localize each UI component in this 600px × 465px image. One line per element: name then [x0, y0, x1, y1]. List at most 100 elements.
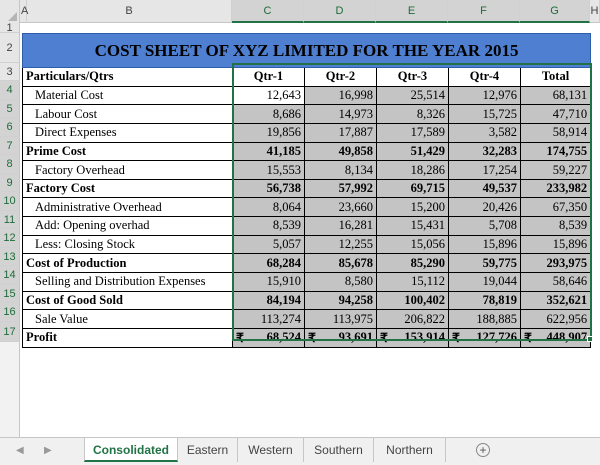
value-cell[interactable]: 20,426: [448, 197, 521, 218]
scroll-left-icon[interactable]: ◀: [16, 445, 24, 456]
value-cell[interactable]: 188,885: [448, 309, 521, 329]
row-label[interactable]: Factory Cost: [22, 178, 233, 199]
row-header-1[interactable]: 1: [0, 23, 20, 34]
value-cell[interactable]: 25,514: [376, 85, 449, 106]
value-cell[interactable]: 3,582: [448, 122, 521, 143]
value-cell[interactable]: 5,708: [448, 216, 521, 236]
row-header-6[interactable]: 6: [0, 118, 20, 137]
value-cell[interactable]: 19,044: [448, 272, 521, 292]
value-cell[interactable]: 12,643: [232, 85, 305, 106]
value-cell[interactable]: 113,274: [232, 309, 305, 329]
value-cell[interactable]: 59,227: [519, 160, 592, 180]
value-cell[interactable]: 12,976: [448, 85, 521, 106]
row-label[interactable]: Less: Closing Stock: [22, 234, 233, 255]
value-cell[interactable]: 17,589: [376, 122, 449, 143]
value-cell[interactable]: 78,819: [448, 290, 521, 311]
row-header-8[interactable]: 8: [0, 155, 20, 174]
row-header-12[interactable]: 12: [0, 229, 20, 248]
add-sheet-icon[interactable]: +: [476, 443, 490, 457]
value-cell[interactable]: 84,194: [232, 290, 305, 311]
value-cell[interactable]: 51,429: [376, 141, 449, 162]
row-header-5[interactable]: 5: [0, 100, 20, 118]
value-cell[interactable]: 15,553: [232, 160, 305, 180]
value-cell[interactable]: 19,856: [232, 122, 305, 143]
header-cell[interactable]: Qtr-3: [376, 67, 449, 87]
value-cell[interactable]: 8,134: [304, 160, 377, 180]
value-cell[interactable]: 59,775: [448, 253, 521, 274]
value-cell[interactable]: 8,064: [232, 197, 305, 218]
row-header-13[interactable]: 13: [0, 248, 20, 266]
tab-consolidated[interactable]: Consolidated: [84, 438, 178, 462]
value-cell[interactable]: 352,621: [519, 290, 592, 311]
value-cell[interactable]: 67,350: [519, 197, 592, 218]
value-cell[interactable]: 85,290: [376, 253, 449, 274]
fill-handle[interactable]: [587, 336, 593, 342]
value-cell[interactable]: 41,185: [232, 141, 305, 162]
value-cell[interactable]: 16,281: [304, 216, 377, 236]
row-header-16[interactable]: 16: [0, 303, 20, 322]
value-cell[interactable]: 17,254: [448, 160, 521, 180]
value-cell[interactable]: 100,402: [376, 290, 449, 311]
value-cell[interactable]: 15,725: [448, 104, 521, 124]
value-cell[interactable]: ₹448,907: [519, 327, 592, 348]
value-cell[interactable]: 85,678: [304, 253, 377, 274]
select-all-corner[interactable]: [0, 0, 20, 23]
value-cell[interactable]: 47,710: [519, 104, 592, 124]
row-label[interactable]: Administrative Overhead: [22, 197, 233, 218]
header-cell[interactable]: Total: [519, 67, 592, 87]
value-cell[interactable]: 15,896: [448, 234, 521, 255]
value-cell[interactable]: 58,914: [519, 122, 592, 143]
tab-western[interactable]: Western: [238, 438, 304, 462]
value-cell[interactable]: ₹93,691: [304, 327, 377, 348]
row-label[interactable]: Factory Overhead: [22, 160, 233, 180]
value-cell[interactable]: 14,973: [304, 104, 377, 124]
row-label[interactable]: Sale Value: [22, 309, 233, 329]
value-cell[interactable]: 49,537: [448, 178, 521, 199]
row-header-7[interactable]: 7: [0, 137, 20, 155]
row-header-14[interactable]: 14: [0, 266, 20, 285]
value-cell[interactable]: 15,431: [376, 216, 449, 236]
header-cell[interactable]: Qtr-4: [448, 67, 521, 87]
row-label[interactable]: Add: Opening overhad: [22, 216, 233, 236]
row-label[interactable]: Material Cost: [22, 85, 233, 106]
row-header-4[interactable]: 4: [0, 81, 20, 100]
row-header-17[interactable]: 17: [0, 322, 20, 342]
value-cell[interactable]: 69,715: [376, 178, 449, 199]
row-header-11[interactable]: 11: [0, 211, 20, 229]
value-cell[interactable]: 8,580: [304, 272, 377, 292]
value-cell[interactable]: ₹153,914: [376, 327, 449, 348]
column-header-d[interactable]: D: [304, 0, 376, 23]
value-cell[interactable]: 15,112: [376, 272, 449, 292]
value-cell[interactable]: 8,539: [519, 216, 592, 236]
row-label[interactable]: Cost of Good Sold: [22, 290, 233, 311]
value-cell[interactable]: 8,539: [232, 216, 305, 236]
value-cell[interactable]: 8,686: [232, 104, 305, 124]
value-cell[interactable]: 94,258: [304, 290, 377, 311]
row-header-9[interactable]: 9: [0, 174, 20, 192]
value-cell[interactable]: 206,822: [376, 309, 449, 329]
value-cell[interactable]: 15,056: [376, 234, 449, 255]
sheet-title[interactable]: COST SHEET OF XYZ LIMITED FOR THE YEAR 2…: [21, 33, 592, 68]
value-cell[interactable]: 5,057: [232, 234, 305, 255]
value-cell[interactable]: 12,255: [304, 234, 377, 255]
value-cell[interactable]: 293,975: [519, 253, 592, 274]
column-header-f[interactable]: F: [448, 0, 520, 23]
value-cell[interactable]: 17,887: [304, 122, 377, 143]
value-cell[interactable]: ₹68,524: [232, 327, 305, 348]
value-cell[interactable]: 113,975: [304, 309, 377, 329]
row-label[interactable]: Selling and Distribution Expenses: [22, 272, 233, 292]
value-cell[interactable]: 49,858: [304, 141, 377, 162]
scroll-right-icon[interactable]: ▶: [44, 445, 52, 456]
value-cell[interactable]: 57,992: [304, 178, 377, 199]
value-cell[interactable]: 15,896: [519, 234, 592, 255]
value-cell[interactable]: 58,646: [519, 272, 592, 292]
value-cell[interactable]: 68,131: [519, 85, 592, 106]
column-header-a[interactable]: A: [21, 0, 28, 23]
row-label[interactable]: Profit: [22, 327, 233, 348]
column-header-g[interactable]: G: [520, 0, 590, 23]
value-cell[interactable]: 23,660: [304, 197, 377, 218]
header-cell[interactable]: Particulars/Qtrs: [22, 67, 233, 87]
row-header-2[interactable]: 2: [0, 33, 20, 63]
value-cell[interactable]: 16,998: [304, 85, 377, 106]
row-header-10[interactable]: 10: [0, 192, 20, 211]
